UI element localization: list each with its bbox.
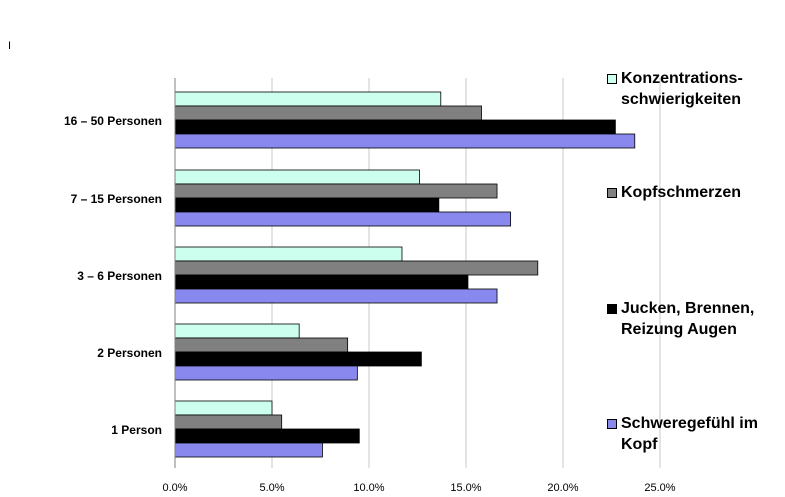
stray-text-fragment: I xyxy=(8,40,12,52)
bar xyxy=(174,169,420,185)
category-label: 2 Personen xyxy=(97,346,162,360)
x-tick-label: 25.0% xyxy=(644,482,675,494)
bar xyxy=(174,246,403,262)
bar xyxy=(174,365,358,381)
legend-swatch xyxy=(607,188,617,198)
bar xyxy=(174,197,440,213)
category-label: 1 Person xyxy=(111,423,162,437)
bar xyxy=(174,105,482,121)
legend-item-jucken: Jucken, Brennen, Reizung Augen xyxy=(607,298,785,340)
legend-item-konzentration: Konzentrations- schwierigkeiten xyxy=(607,68,785,110)
bars xyxy=(174,91,636,458)
bar xyxy=(174,260,539,276)
bar xyxy=(174,351,422,367)
legend-label: Jucken, Brennen, Reizung Augen xyxy=(621,300,755,338)
x-tick-labels: 0.0% 5.0% 10.0% 15.0% 20.0% 25.0% xyxy=(162,482,675,494)
legend-label: Konzentrations- schwierigkeiten xyxy=(621,70,743,108)
legend-swatch xyxy=(607,74,617,84)
bar xyxy=(174,337,349,353)
x-tick-label: 15.0% xyxy=(450,482,481,494)
bar xyxy=(174,442,323,458)
bar xyxy=(174,274,469,290)
category-labels: 16 – 50 Personen 7 – 15 Personen 3 – 6 Per… xyxy=(64,114,162,437)
legend-swatch xyxy=(607,419,617,429)
bar xyxy=(174,211,512,227)
bar xyxy=(174,91,442,107)
bar xyxy=(174,183,498,199)
bar xyxy=(174,288,498,304)
x-tick-label: 10.0% xyxy=(353,482,384,494)
legend-label: Schweregefühl im Kopf xyxy=(621,415,758,453)
category-label: 16 – 50 Personen xyxy=(64,114,162,128)
legend-item-kopfschmerzen: Kopfschmerzen xyxy=(607,182,785,203)
bar xyxy=(174,400,273,416)
x-tick-label: 20.0% xyxy=(547,482,578,494)
legend-item-schweregefuehl: Schweregefühl im Kopf xyxy=(607,413,785,455)
category-label: 7 – 15 Personen xyxy=(71,192,162,206)
bar xyxy=(174,428,360,444)
x-tick-label: 0.0% xyxy=(162,482,187,494)
legend-swatch xyxy=(607,304,617,314)
x-tick-label: 5.0% xyxy=(259,482,284,494)
bar xyxy=(174,133,636,149)
legend-label: Kopfschmerzen xyxy=(621,184,742,201)
bar xyxy=(174,323,300,339)
bar xyxy=(174,119,616,135)
bar xyxy=(174,414,283,430)
category-label: 3 – 6 Personen xyxy=(77,269,162,283)
